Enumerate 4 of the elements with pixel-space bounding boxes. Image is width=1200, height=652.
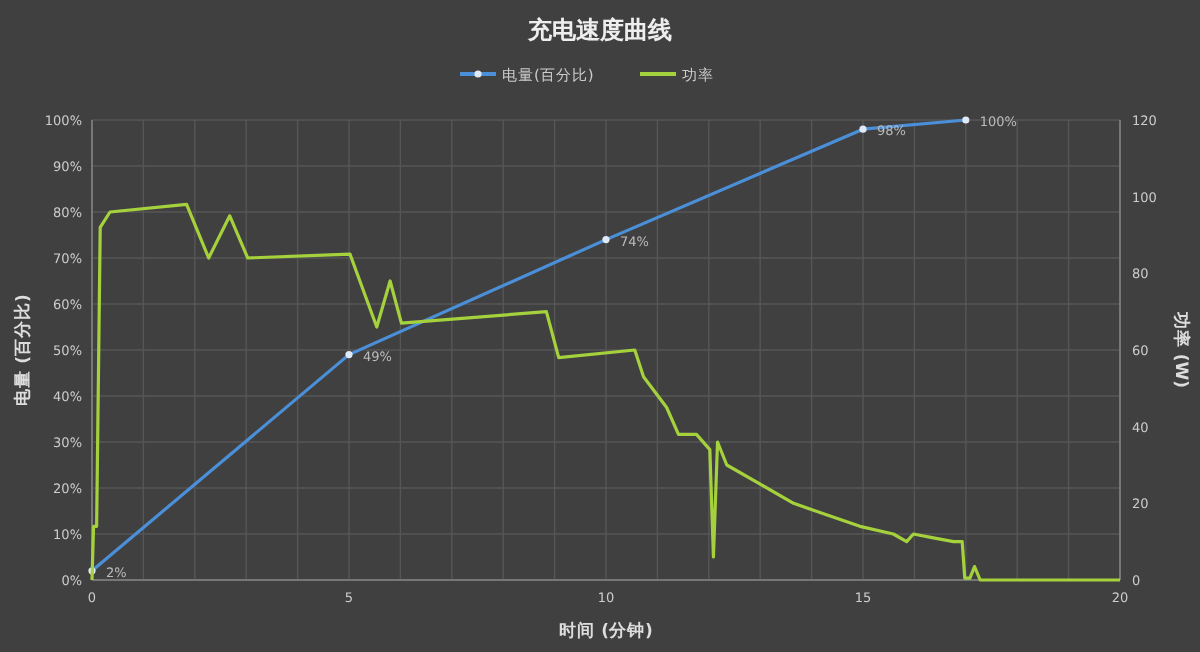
y-axis-title: 电量 (百分比) [12,294,34,406]
x-axis-title: 时间 (分钟) [559,620,653,642]
chart-title: 充电速度曲线 [526,16,672,44]
y2-axis-title: 功率 (W) [1170,309,1192,389]
